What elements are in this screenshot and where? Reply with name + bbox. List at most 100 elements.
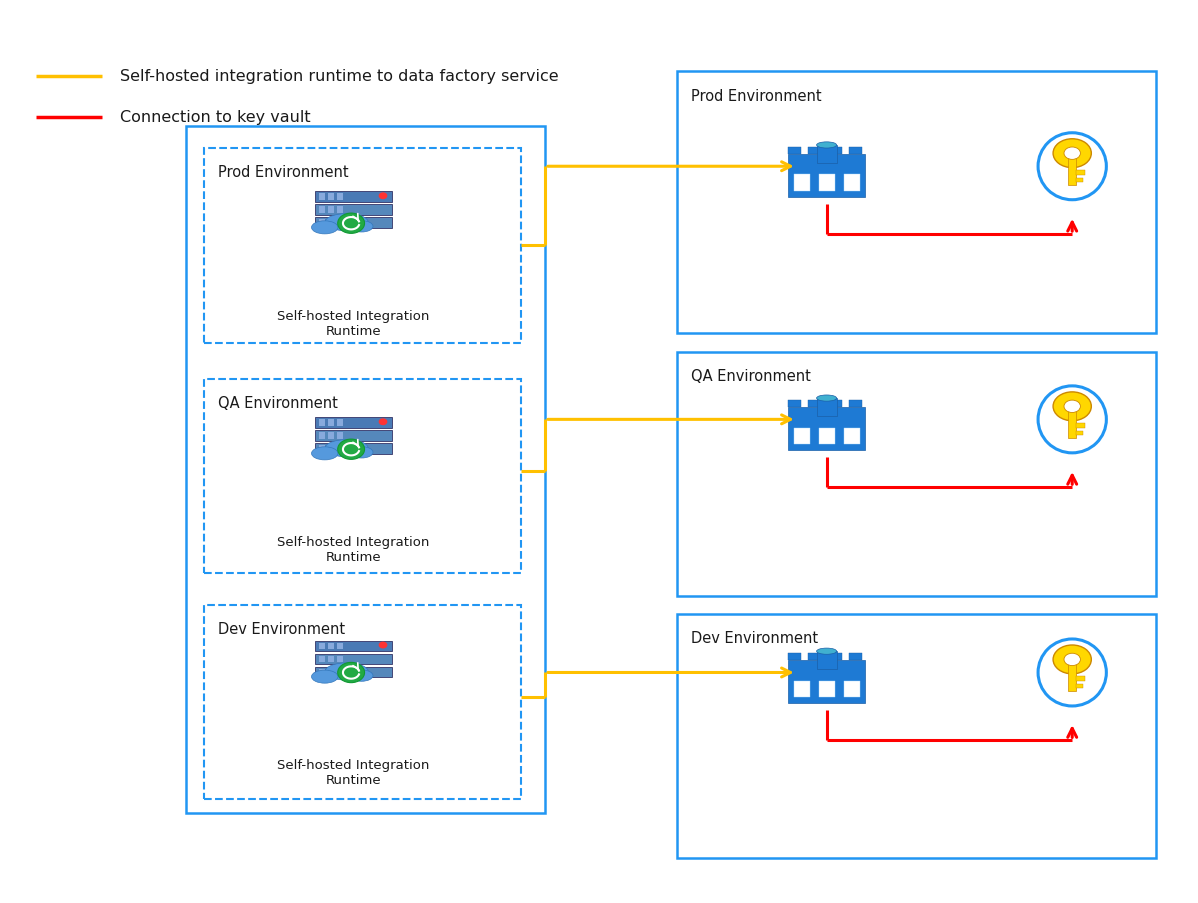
Bar [788,155,865,198]
Bar [204,605,521,799]
Ellipse shape [311,670,338,684]
Bar [319,207,325,213]
Bar [1069,411,1076,439]
Bar [204,379,521,573]
Circle shape [1053,140,1091,169]
Bar [1069,158,1076,186]
Ellipse shape [325,214,368,231]
Ellipse shape [817,143,836,149]
Bar [315,654,392,665]
Ellipse shape [325,663,368,680]
Ellipse shape [1037,134,1107,200]
Bar [843,175,860,191]
Bar [817,145,836,163]
Bar [1076,432,1083,435]
Bar [1076,171,1084,175]
Text: Dev Environment: Dev Environment [691,630,818,646]
Bar [315,219,392,228]
Bar [338,446,343,452]
Bar [319,220,325,227]
Bar [319,643,325,649]
Text: Self-hosted integration runtime to data factory service: Self-hosted integration runtime to data … [120,70,558,84]
Bar [338,433,343,439]
Bar [319,433,325,439]
Bar [319,420,325,426]
Text: Prod Environment: Prod Environment [691,88,822,104]
Circle shape [380,643,387,648]
Bar [677,72,1156,334]
Bar [809,400,821,408]
Bar [338,643,343,649]
Bar [794,681,810,697]
Bar [315,418,392,428]
Text: QA Environment: QA Environment [218,396,338,411]
Ellipse shape [350,221,373,233]
Text: Prod Environment: Prod Environment [218,165,349,181]
Bar [338,207,343,213]
Bar [328,669,334,675]
Bar [328,446,334,452]
Bar [809,147,821,155]
Bar [1069,664,1076,692]
Circle shape [338,663,364,683]
Bar [1076,684,1083,688]
Bar [315,192,392,202]
Bar [819,175,835,191]
Text: Self-hosted Integration
Runtime: Self-hosted Integration Runtime [277,759,430,787]
Bar [849,400,863,408]
Circle shape [338,440,364,460]
Text: Connection to key vault: Connection to key vault [120,110,310,125]
Bar [788,147,800,155]
Bar [204,149,521,343]
Circle shape [1053,393,1091,422]
Bar [794,428,810,444]
Bar [338,194,343,200]
Bar [319,446,325,452]
Bar [829,653,842,661]
Bar [788,661,865,703]
Bar [849,653,863,661]
Ellipse shape [350,447,373,459]
Bar [328,656,334,662]
Circle shape [1064,654,1081,666]
Bar [315,641,392,651]
Bar [1076,424,1084,428]
Bar [315,205,392,216]
Ellipse shape [817,648,836,655]
Ellipse shape [1037,386,1107,453]
Bar [817,398,836,416]
Ellipse shape [350,670,373,682]
Bar [338,656,343,662]
Bar [677,352,1156,596]
Bar [788,400,800,408]
Bar [319,194,325,200]
Bar [1076,179,1083,182]
Bar [819,681,835,697]
Bar [677,614,1156,858]
Bar [319,656,325,662]
Bar [788,653,800,661]
Bar [186,126,545,813]
Bar [809,653,821,661]
Circle shape [380,194,387,200]
Bar [315,431,392,442]
Bar [788,408,865,451]
Bar [794,175,810,191]
Bar [315,444,392,454]
Bar [328,433,334,439]
Bar [328,194,334,200]
Text: QA Environment: QA Environment [691,368,811,384]
Ellipse shape [311,221,338,235]
Bar [819,428,835,444]
Bar [315,667,392,677]
Text: Dev Environment: Dev Environment [218,621,345,637]
Ellipse shape [325,440,368,457]
Text: Self-hosted Integration
Runtime: Self-hosted Integration Runtime [277,310,430,338]
Bar [829,147,842,155]
Bar [817,651,836,669]
Circle shape [1053,646,1091,675]
Bar [829,400,842,408]
Bar [338,669,343,675]
Bar [328,220,334,227]
Bar [338,220,343,227]
